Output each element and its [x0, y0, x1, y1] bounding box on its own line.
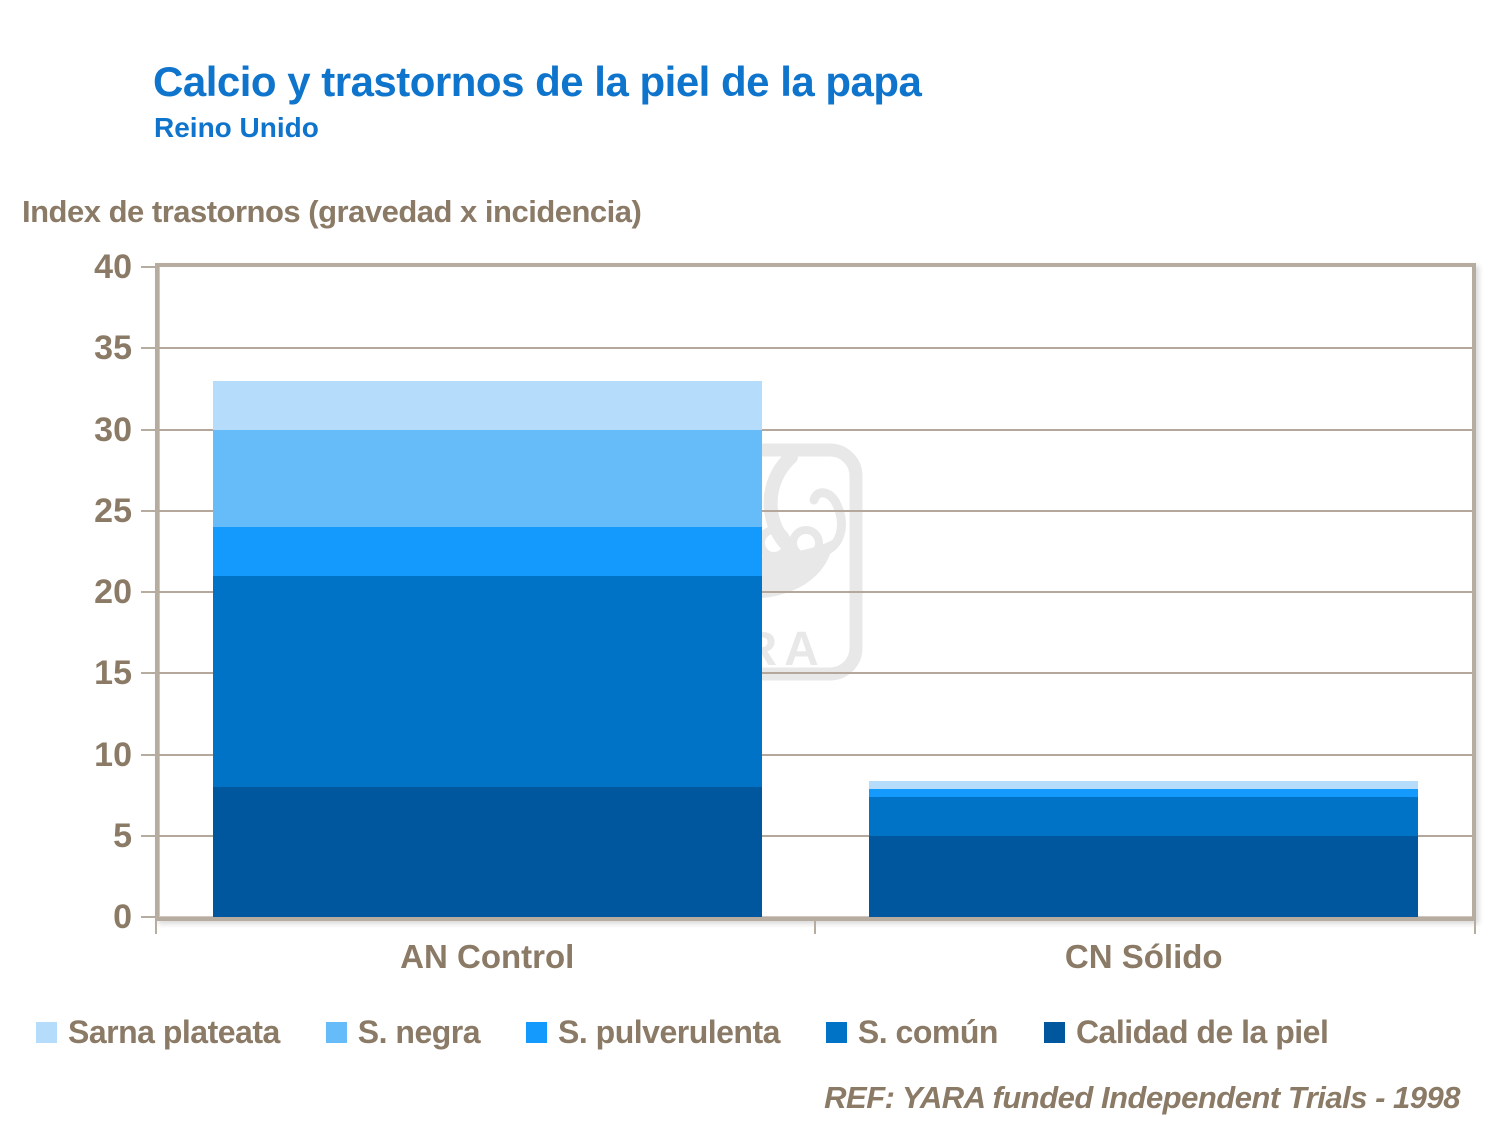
bar-segment-s-pulverulenta	[869, 788, 1418, 797]
legend-label: S. común	[857, 1014, 999, 1050]
legend-item-calidad-de-la-piel: Calidad de la piel	[1043, 1014, 1329, 1051]
y-axis-tick-label: 25	[94, 491, 132, 530]
bar-segment-s-comun	[869, 796, 1418, 836]
y-axis-tick	[141, 672, 155, 675]
y-axis-tick-label: 40	[94, 248, 132, 286]
y-axis-tick-label: 35	[94, 329, 132, 368]
legend-swatch	[1043, 1022, 1065, 1043]
legend-swatch	[825, 1022, 847, 1043]
bar-segment-calidad-de-la-piel	[869, 835, 1418, 917]
y-axis-tick-label: 10	[94, 735, 132, 774]
plot-area: YARA	[155, 263, 1476, 921]
legend-swatch	[325, 1022, 347, 1043]
legend-label: S. pulverulenta	[558, 1014, 780, 1050]
y-axis-tick-label: 30	[94, 410, 132, 449]
bar-segment-s-pulverulenta	[213, 527, 762, 576]
y-axis-tick	[141, 428, 155, 431]
y-axis-tick	[141, 753, 155, 756]
bar-segment-calidad-de-la-piel	[213, 787, 762, 917]
legend-label: S. negra	[357, 1014, 481, 1050]
y-axis-tick-label: 20	[94, 573, 132, 611]
y-axis-title: Index de trastornos (gravedad x incidenc…	[22, 194, 642, 229]
y-axis-tick	[141, 347, 155, 350]
page-subtitle: Reino Unido	[154, 112, 319, 143]
gridline	[159, 347, 1472, 350]
bar-segment-s-comun	[213, 575, 762, 787]
gridline	[159, 591, 1472, 593]
bar-cn-solido	[869, 780, 1418, 917]
x-axis-category-label: CN Sólido	[1064, 938, 1223, 975]
y-axis-tick	[141, 916, 155, 918]
bar-segment-s-negra	[213, 429, 762, 527]
legend-item-s-pulverulenta: S. pulverulenta	[526, 1014, 780, 1051]
x-axis-tick	[1474, 921, 1476, 934]
y-axis-tick-label: 0	[113, 898, 132, 936]
bar-segment-sarna-plateata	[869, 780, 1418, 789]
legend-item-s-comun: S. común	[825, 1014, 999, 1051]
y-axis-tick-label: 5	[113, 816, 132, 855]
gridline	[159, 834, 1472, 837]
gridline	[159, 753, 1472, 756]
gridline	[159, 672, 1472, 675]
legend: Sarna plateata S. negra S. pulverulenta S. …	[36, 1014, 1476, 1051]
legend-label: Sarna plateata	[68, 1014, 280, 1050]
bar-an-control	[213, 380, 762, 917]
legend-item-s-negra: S. negra	[325, 1014, 481, 1051]
y-axis-tick	[141, 509, 155, 512]
page-title: Calcio y trastornos de la piel de la pap…	[153, 58, 922, 105]
legend-item-sarna-plateata: Sarna plateata	[36, 1014, 280, 1051]
gridline	[159, 509, 1472, 512]
legend-swatch	[526, 1022, 548, 1043]
legend-swatch	[36, 1022, 57, 1043]
x-axis-category-label: AN Control	[400, 938, 575, 975]
bar-segment-sarna-plateata	[213, 380, 762, 430]
y-axis-tick-label: 15	[94, 654, 132, 693]
gridline	[159, 428, 1472, 431]
x-axis-tick	[813, 921, 816, 934]
x-axis-tick	[155, 921, 157, 934]
y-axis-tick	[141, 266, 155, 268]
y-axis-tick	[141, 591, 155, 593]
y-axis-tick	[141, 834, 155, 837]
footer-reference: REF: YARA funded Independent Trials - 19…	[824, 1080, 1460, 1115]
legend-label: Calidad de la piel	[1075, 1014, 1329, 1050]
